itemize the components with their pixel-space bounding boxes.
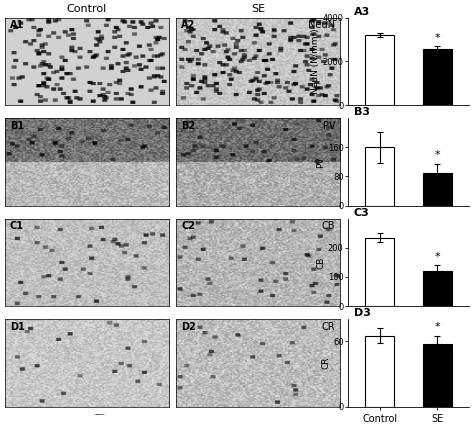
Bar bbox=[365, 35, 394, 105]
Bar bbox=[365, 147, 394, 206]
Y-axis label: NeuN (N/mm²): NeuN (N/mm²) bbox=[311, 29, 320, 94]
Text: D1: D1 bbox=[9, 322, 24, 332]
Bar bbox=[365, 335, 394, 407]
Y-axis label: PV: PV bbox=[316, 156, 325, 168]
Text: C2: C2 bbox=[181, 221, 195, 231]
Text: ___: ___ bbox=[94, 409, 105, 415]
Text: A1: A1 bbox=[9, 20, 24, 30]
Text: A2: A2 bbox=[181, 20, 195, 30]
Y-axis label: CB: CB bbox=[316, 256, 325, 269]
Text: D3: D3 bbox=[354, 309, 371, 318]
Y-axis label: CR: CR bbox=[321, 357, 330, 369]
Text: PV: PV bbox=[323, 121, 335, 131]
Bar bbox=[423, 173, 452, 206]
Text: C1: C1 bbox=[9, 221, 24, 231]
Text: *: * bbox=[435, 322, 440, 332]
Text: Control: Control bbox=[67, 4, 107, 14]
Text: CB: CB bbox=[322, 221, 335, 231]
Text: D2: D2 bbox=[181, 322, 196, 332]
Text: NeuN: NeuN bbox=[309, 20, 335, 30]
Bar bbox=[365, 238, 394, 306]
Text: A3: A3 bbox=[354, 7, 370, 17]
Text: B1: B1 bbox=[9, 121, 24, 131]
Text: B3: B3 bbox=[354, 107, 370, 118]
Text: CR: CR bbox=[322, 322, 335, 332]
Text: *: * bbox=[435, 252, 440, 262]
Bar bbox=[423, 344, 452, 407]
Bar bbox=[423, 50, 452, 105]
Bar bbox=[423, 271, 452, 306]
Text: *: * bbox=[435, 33, 440, 42]
Text: *: * bbox=[435, 150, 440, 160]
Text: B2: B2 bbox=[181, 121, 195, 131]
Text: SE: SE bbox=[251, 4, 265, 14]
Text: C3: C3 bbox=[354, 208, 370, 218]
